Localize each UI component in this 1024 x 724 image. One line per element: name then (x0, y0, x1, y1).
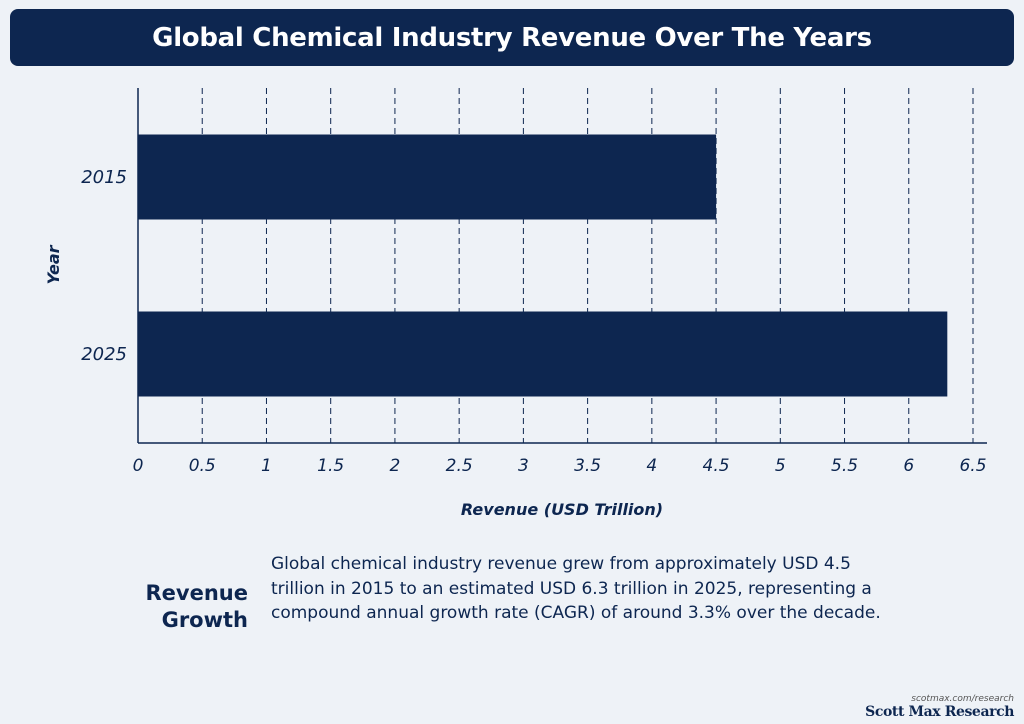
x-tick-label-6.5: 6.5 (959, 456, 986, 476)
bar-2015 (138, 134, 717, 220)
bar-chart: 2015 2025 0 0.5 1 1.5 2 2.5 3 3.5 4 4.5 5 5.5 6 6.5 Reve… (44, 88, 987, 519)
category-label-2025: 2025 (81, 344, 127, 365)
x-tick-label-1: 1 (261, 456, 272, 476)
x-tick-label-3: 3 (518, 456, 529, 476)
y-axis-title: Year (44, 244, 63, 284)
title-banner: Global Chemical Industry Revenue Over Th… (10, 9, 1014, 66)
credit-brand-logo: Scott Max Research (865, 704, 1014, 720)
x-tick-label-0.5: 0.5 (189, 456, 216, 476)
x-tick-label-2.5: 2.5 (446, 456, 473, 476)
x-tick-label-5: 5 (775, 456, 786, 476)
x-tick-label-0: 0 (133, 456, 144, 476)
credit-url: scotmax.com/research (911, 694, 1014, 704)
x-tick-label-1.5: 1.5 (317, 456, 344, 476)
x-tick-label-5.5: 5.5 (831, 456, 858, 476)
summary-heading-line2: Growth (161, 608, 248, 632)
chart-title: Global Chemical Industry Revenue Over Th… (152, 22, 872, 53)
x-axis-title: Revenue (USD Trillion) (461, 500, 663, 519)
summary-text: Global chemical industry revenue grew fr… (271, 554, 881, 623)
x-tick-label-4.5: 4.5 (703, 456, 730, 476)
summary-heading: Revenue Growth (100, 580, 249, 634)
bar-2025 (138, 311, 948, 397)
x-tick-label-2: 2 (390, 456, 401, 476)
x-tick-label-6: 6 (903, 456, 914, 476)
category-label-2015: 2015 (81, 167, 127, 188)
x-tick-label-4: 4 (646, 456, 657, 476)
summary-heading-line1: Revenue (145, 581, 249, 605)
x-tick-label-3.5: 3.5 (574, 456, 601, 476)
